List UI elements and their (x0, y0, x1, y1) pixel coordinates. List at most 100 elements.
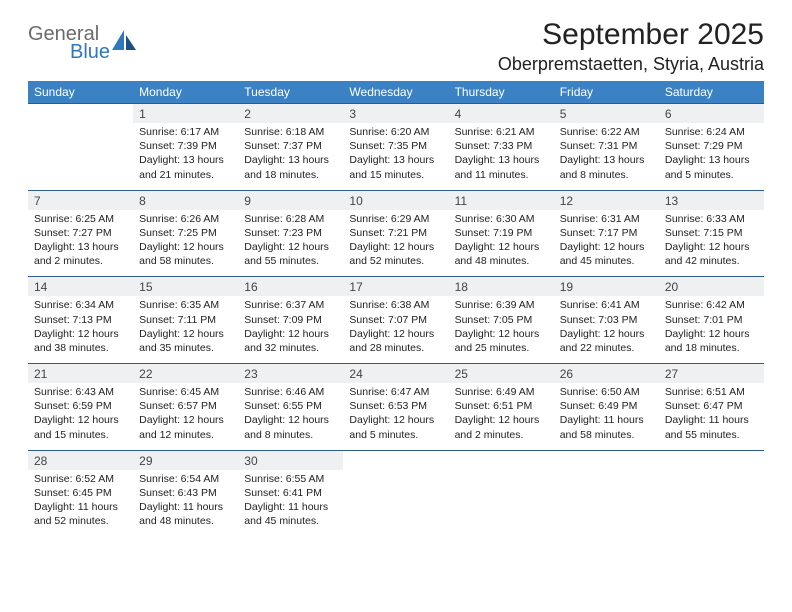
day-info-cell (659, 470, 764, 533)
brand-bottom: Blue (70, 42, 110, 62)
brand-logo: General Blue (28, 24, 138, 62)
weekday-header: Sunday (28, 81, 133, 104)
sunrise-line: Sunrise: 6:55 AM (244, 472, 337, 486)
sunrise-line: Sunrise: 6:51 AM (665, 385, 758, 399)
daylight-line1: Daylight: 13 hours (139, 153, 232, 167)
daylight-line1: Daylight: 11 hours (665, 413, 758, 427)
day-number-cell: 26 (554, 364, 659, 384)
sunset-line: Sunset: 7:33 PM (455, 139, 548, 153)
daylight-line1: Daylight: 12 hours (34, 327, 127, 341)
sunset-label: Sunset: (244, 314, 280, 326)
day-info-cell: Sunrise: 6:47 AMSunset: 6:53 PMDaylight:… (343, 383, 448, 450)
day-info-cell: Sunrise: 6:46 AMSunset: 6:55 PMDaylight:… (238, 383, 343, 450)
calendar-page: General Blue September 2025 Oberpremstae… (0, 0, 792, 550)
sunrise-label: Sunrise: (139, 213, 178, 225)
sunset-value: 6:51 PM (493, 400, 532, 412)
daylight-line2: and 12 minutes. (139, 428, 232, 442)
sunset-line: Sunset: 6:43 PM (139, 486, 232, 500)
daylight-line1: Daylight: 11 hours (139, 500, 232, 514)
sunrise-label: Sunrise: (139, 473, 178, 485)
daylight-label: Daylight: (455, 154, 496, 166)
daylight-line2: and 58 minutes. (560, 428, 653, 442)
sunset-line: Sunset: 6:55 PM (244, 399, 337, 413)
daylight-value1: 13 hours (709, 154, 750, 166)
daylight-value1: 12 hours (183, 328, 224, 340)
daylight-label: Daylight: (349, 414, 390, 426)
daylight-label: Daylight: (139, 414, 180, 426)
daylight-line1: Daylight: 12 hours (244, 327, 337, 341)
daylight-line1: Daylight: 12 hours (455, 327, 548, 341)
daylight-line1: Daylight: 12 hours (455, 240, 548, 254)
sunset-value: 7:39 PM (178, 140, 217, 152)
daylight-line2: and 48 minutes. (139, 514, 232, 528)
sunset-line: Sunset: 6:53 PM (349, 399, 442, 413)
daylight-value2: and 8 minutes. (244, 429, 313, 441)
day-number-cell: 22 (133, 364, 238, 384)
sunrise-line: Sunrise: 6:18 AM (244, 125, 337, 139)
sunset-label: Sunset: (34, 487, 70, 499)
day-number-cell (554, 450, 659, 470)
brand-text: General Blue (28, 24, 110, 62)
daylight-value2: and 5 minutes. (349, 429, 418, 441)
sunset-value: 7:09 PM (283, 314, 322, 326)
sunrise-value: 6:33 AM (706, 213, 745, 225)
daylight-line1: Daylight: 12 hours (560, 327, 653, 341)
sunset-line: Sunset: 7:05 PM (455, 313, 548, 327)
daylight-line2: and 21 minutes. (139, 168, 232, 182)
sunset-value: 7:31 PM (598, 140, 637, 152)
daylight-value2: and 15 minutes. (34, 429, 109, 441)
daylight-value2: and 2 minutes. (455, 429, 524, 441)
sunset-label: Sunset: (139, 487, 175, 499)
daylight-value2: and 11 minutes. (455, 169, 529, 181)
day-info-cell: Sunrise: 6:21 AMSunset: 7:33 PMDaylight:… (449, 123, 554, 190)
daylight-value2: and 52 minutes. (349, 255, 424, 267)
sunset-line: Sunset: 7:27 PM (34, 226, 127, 240)
sunset-value: 7:05 PM (493, 314, 532, 326)
day-number-cell: 5 (554, 104, 659, 124)
daylight-line1: Daylight: 12 hours (139, 413, 232, 427)
day-number-cell: 25 (449, 364, 554, 384)
daylight-value2: and 21 minutes. (139, 169, 214, 181)
sunrise-line: Sunrise: 6:47 AM (349, 385, 442, 399)
sunset-value: 7:03 PM (598, 314, 637, 326)
day-number-cell: 19 (554, 277, 659, 297)
sunset-value: 7:11 PM (178, 314, 216, 326)
daylight-value2: and 22 minutes. (560, 342, 635, 354)
sunrise-value: 6:26 AM (181, 213, 220, 225)
sunrise-line: Sunrise: 6:45 AM (139, 385, 232, 399)
day-info-row: Sunrise: 6:25 AMSunset: 7:27 PMDaylight:… (28, 210, 764, 277)
daylight-line2: and 52 minutes. (349, 254, 442, 268)
sunrise-line: Sunrise: 6:35 AM (139, 298, 232, 312)
daylight-value1: 13 hours (498, 154, 539, 166)
sunset-line: Sunset: 7:37 PM (244, 139, 337, 153)
day-number-cell: 16 (238, 277, 343, 297)
daylight-value1: 12 hours (603, 241, 644, 253)
daylight-value1: 12 hours (498, 414, 539, 426)
sunrise-label: Sunrise: (665, 213, 704, 225)
sunset-line: Sunset: 7:09 PM (244, 313, 337, 327)
daylight-line2: and 45 minutes. (244, 514, 337, 528)
sunset-line: Sunset: 7:07 PM (349, 313, 442, 327)
sunset-line: Sunset: 6:59 PM (34, 399, 127, 413)
daylight-line2: and 5 minutes. (665, 168, 758, 182)
weekday-header: Tuesday (238, 81, 343, 104)
daylight-value1: 12 hours (78, 414, 119, 426)
daylight-label: Daylight: (244, 328, 285, 340)
sunset-value: 7:23 PM (283, 227, 322, 239)
daylight-label: Daylight: (560, 154, 601, 166)
sunrise-line: Sunrise: 6:31 AM (560, 212, 653, 226)
sunrise-label: Sunrise: (349, 386, 388, 398)
daylight-value2: and 5 minutes. (665, 169, 734, 181)
day-info-row: Sunrise: 6:43 AMSunset: 6:59 PMDaylight:… (28, 383, 764, 450)
daylight-line1: Daylight: 11 hours (244, 500, 337, 514)
daylight-label: Daylight: (139, 154, 180, 166)
sunset-value: 7:35 PM (388, 140, 427, 152)
day-number-cell: 30 (238, 450, 343, 470)
daylight-line1: Daylight: 13 hours (244, 153, 337, 167)
daylight-value1: 12 hours (288, 241, 329, 253)
day-number-cell: 18 (449, 277, 554, 297)
day-info-cell: Sunrise: 6:42 AMSunset: 7:01 PMDaylight:… (659, 296, 764, 363)
weekday-header: Monday (133, 81, 238, 104)
sunset-line: Sunset: 7:31 PM (560, 139, 653, 153)
sunrise-line: Sunrise: 6:20 AM (349, 125, 442, 139)
